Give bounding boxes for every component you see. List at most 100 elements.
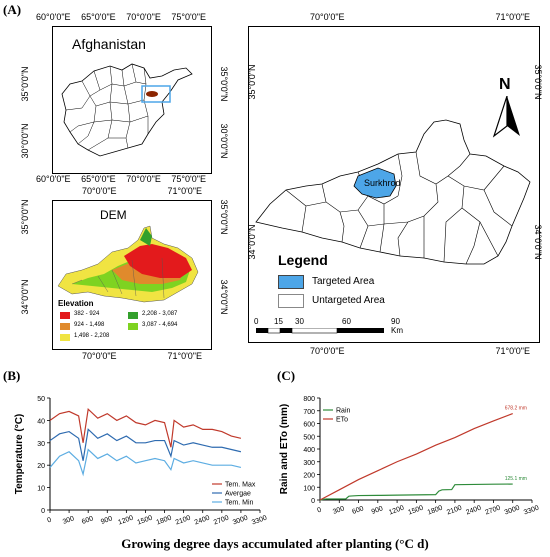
scale-bar xyxy=(256,328,384,334)
y-tick-label: 600 xyxy=(303,422,315,429)
tick-label: 35°0'0"N xyxy=(20,199,30,235)
x-tick-label: 3000 xyxy=(504,505,521,517)
tick-label: 70°0'0"E xyxy=(310,346,345,356)
x-tick-label: 1200 xyxy=(388,505,405,517)
legend-label: 2,208 - 3,087 xyxy=(142,311,178,317)
legend-label: 382 - 924 xyxy=(74,311,100,317)
tick-label: 35°0'0"N xyxy=(20,66,30,102)
series-line-avergae xyxy=(49,428,242,461)
x-tick-label: 1500 xyxy=(136,515,153,527)
tick-label: 75°0'0"E xyxy=(171,12,206,22)
x-tick-label: 3000 xyxy=(232,515,249,527)
tick-label: 34°0'0"N xyxy=(219,279,229,315)
y-tick-label: 800 xyxy=(303,396,315,403)
y-tick-label: 20 xyxy=(37,463,45,470)
dem-map-title: DEM xyxy=(100,208,127,222)
dem-legend-title: Elevation xyxy=(58,299,94,308)
legend-swatch xyxy=(60,312,70,319)
x-tick-label: 600 xyxy=(81,515,94,526)
dem-top-ticks: 70°0'0"E 71°0'0"E xyxy=(82,186,202,196)
y-tick-label: 400 xyxy=(303,447,315,454)
legend-label: Tem. Max xyxy=(225,482,256,489)
rain-eto-chart: 0 300 600 900 1200 1500 1800 2100 2400 2700 3000 33… xyxy=(279,396,540,517)
series-line-eto xyxy=(319,412,513,501)
scale-tick: 60 xyxy=(342,317,351,326)
tick-label: 34°0'0"N xyxy=(20,279,30,315)
panel-a-label: (A) xyxy=(3,2,22,17)
targeted-district-shape xyxy=(353,167,397,199)
y-tick-label: 10 xyxy=(37,486,45,493)
x-tick-label: 2100 xyxy=(446,505,463,517)
tick-label: 71°0'0"E xyxy=(495,346,530,356)
legend-swatch-untargeted xyxy=(278,294,304,308)
x-tick-label: 0 xyxy=(316,507,322,515)
main-bottom-ticks: 70°0'0"E 71°0'0"E xyxy=(310,346,530,356)
legend-swatch xyxy=(128,323,138,330)
tick-label: 70°0'0"E xyxy=(126,174,161,184)
legend-label: 1,498 - 2,208 xyxy=(74,333,110,339)
district-label: Surkhrod xyxy=(364,178,401,188)
afghan-country-shape xyxy=(61,63,193,157)
x-tick-label: 2700 xyxy=(484,505,501,517)
afghan-bottom-ticks: 60°0'0"E 65°0'0"E 70°0'0"E 75°0'0"E xyxy=(36,174,206,184)
tick-label: 70°0'0"E xyxy=(126,12,161,22)
x-tick-label: 2400 xyxy=(465,505,482,517)
main-map: 70°0'0"E 71°0'0"E Surkhrod N Legend Targ… xyxy=(240,0,550,365)
legend-swatch xyxy=(128,312,138,319)
north-label: N xyxy=(499,76,511,93)
legend-label: 3,087 - 4,694 xyxy=(142,322,178,328)
tick-label: 70°0'0"E xyxy=(82,186,117,196)
y-tick-label: 300 xyxy=(303,460,315,467)
legend-swatch-targeted xyxy=(278,275,304,289)
y-tick-label: 700 xyxy=(303,409,315,416)
temperature-chart: 0 300 600 900 1200 1500 1800 2100 2400 2700 3000 33… xyxy=(14,396,268,527)
tick-label: 34°0'0"N xyxy=(247,224,257,260)
tick-label: 30°0'0"N xyxy=(20,123,30,159)
y-tick-label: 0 xyxy=(311,498,315,505)
x-tick-label: 2700 xyxy=(213,515,230,527)
x-tick-label: 1500 xyxy=(407,505,424,517)
y-tick-label: 30 xyxy=(37,441,45,448)
tick-label: 71°0'0"E xyxy=(167,351,202,361)
legend-label: ETo xyxy=(336,417,348,424)
series-line-rain xyxy=(319,483,513,501)
data-label: 678.2 mm xyxy=(505,406,527,412)
x-tick-label: 1200 xyxy=(117,515,134,527)
shared-x-axis-label: Growing degree days accumulated after pl… xyxy=(121,536,429,551)
afghan-map-title: Afghanistan xyxy=(72,36,146,52)
panel-b-label: (B) xyxy=(3,368,21,383)
y-tick-label: 50 xyxy=(37,396,45,403)
scale-tick: 30 xyxy=(295,317,304,326)
main-top-ticks: 70°0'0"E 71°0'0"E xyxy=(310,12,530,22)
series-line-tem-min xyxy=(49,448,242,477)
study-area-marker xyxy=(146,91,158,97)
legend-label: Tem. Min xyxy=(225,500,254,507)
afghan-top-ticks: 60°0'0"E 65°0'0"E 70°0'0"E 75°0'0"E xyxy=(36,12,206,22)
tick-label: 70°0'0"E xyxy=(310,12,345,22)
tick-label: 35°0'0"N xyxy=(247,64,257,100)
legend-swatch xyxy=(60,323,70,330)
tick-label: 60°0'0"E xyxy=(36,12,71,22)
x-tick-label: 2100 xyxy=(175,515,192,527)
x-tick-label: 3300 xyxy=(251,515,268,527)
dem-terrain-shape xyxy=(57,225,199,303)
y-tick-label: 500 xyxy=(303,434,315,441)
tick-label: 35°0'0"N xyxy=(533,64,543,100)
legend-label: Rain xyxy=(336,408,351,415)
x-tick-label: 3300 xyxy=(523,505,540,517)
tick-label: 71°0'0"E xyxy=(495,12,530,22)
north-arrow-icon xyxy=(492,96,520,138)
legend-label-targeted: Targeted Area xyxy=(312,276,375,287)
y-tick-label: 200 xyxy=(303,473,315,480)
dem-map: 70°0'0"E 71°0'0"E DEM Elevation 382 - 92… xyxy=(0,183,240,363)
x-tick-label: 1800 xyxy=(156,515,173,527)
scale-tick: 15 xyxy=(274,317,283,326)
tick-label: 71°0'0"E xyxy=(167,186,202,196)
legend-swatch xyxy=(60,334,70,341)
panel-c-label: (C) xyxy=(277,368,296,383)
x-tick-label: 300 xyxy=(332,505,345,516)
tick-label: 60°0'0"E xyxy=(36,174,71,184)
afghanistan-map: 60°0'0"E 65°0'0"E 70°0'0"E 75°0'0"E Afgh… xyxy=(0,0,240,195)
data-label: 125.1 mm xyxy=(505,476,527,482)
map-legend-title: Legend xyxy=(278,252,328,268)
